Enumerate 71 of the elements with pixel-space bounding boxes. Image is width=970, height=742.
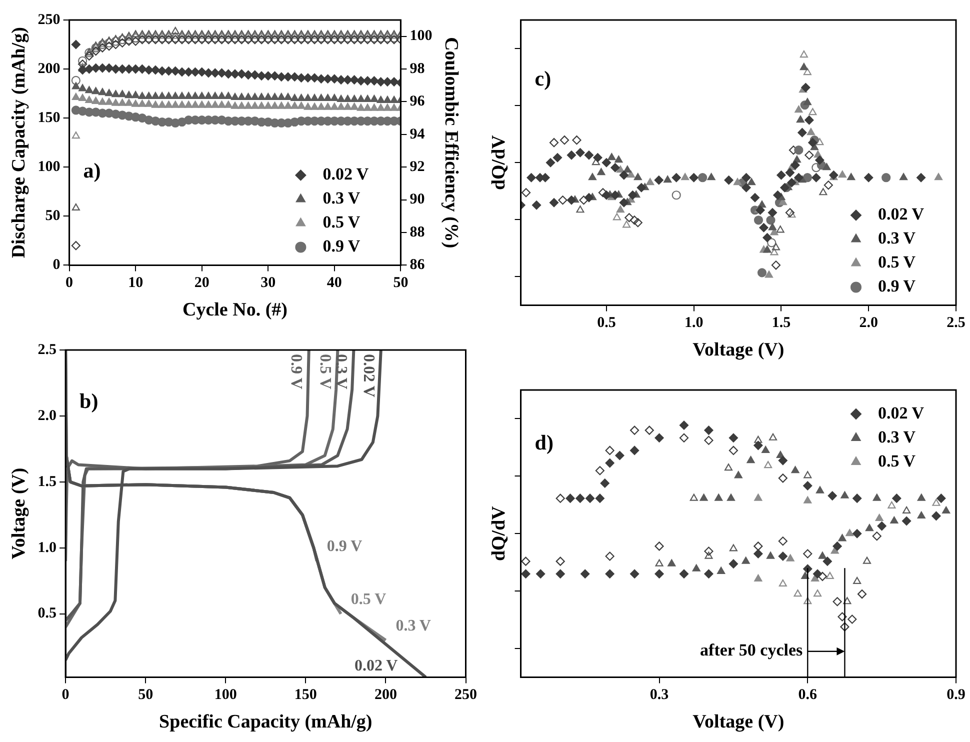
y-axis-title: Voltage (V) (8, 468, 30, 560)
x-tick-label: 20 (194, 275, 210, 292)
x-tick-label: 1.0 (684, 315, 704, 332)
x-tick-label: 40 (326, 275, 342, 292)
x-tick-label: 30 (260, 275, 276, 292)
y-tick-label: 2.5 (38, 342, 57, 358)
text: 0.9 V (288, 354, 305, 390)
legend-label: 0.5 V (322, 212, 361, 232)
y2-tick-label: 94 (410, 126, 426, 142)
legend-label: 0.3 V (878, 427, 916, 446)
x-tick-label: 150 (294, 687, 317, 704)
x-tick-label: 50 (138, 687, 154, 704)
y2-tick-label: 88 (410, 224, 425, 240)
legend-label: 0.9 V (878, 276, 916, 296)
y-axis-title: dQ/dV (488, 506, 510, 562)
x-tick-label: 100 (214, 687, 237, 704)
y2-tick-label: 100 (410, 28, 432, 44)
y-tick-label: 50 (45, 208, 60, 224)
x-tick-label: 200 (374, 687, 397, 704)
x-axis-title: Voltage (V) (692, 712, 784, 733)
y-tick-label: 100 (38, 158, 60, 175)
series-label: 0.3 V (396, 617, 432, 634)
y2-axis-title: Coulombic Efficiency (%) (440, 37, 462, 248)
y-tick-label: 0.5 (38, 606, 57, 622)
annotation: after 50 cycles (700, 640, 804, 660)
x-axis-title: Specific Capacity (mAh/g) (159, 712, 372, 733)
legend-label: 0.5 V (878, 451, 916, 470)
x-tick-label: 0.9 (946, 687, 966, 704)
annotation: c) (534, 66, 552, 90)
y-tick-label: 250 (38, 12, 60, 28)
legend-label: 0.9 V (322, 236, 361, 256)
x-tick-label: 0.3 (650, 687, 669, 704)
legend-label: 0.02 V (878, 403, 925, 422)
y2-tick-label: 96 (410, 94, 426, 110)
y-axis-title: dQ/dV (488, 134, 510, 190)
series-label: 0.02 V (354, 657, 398, 674)
y-tick-label: 1.0 (38, 540, 57, 556)
y2-tick-label: 86 (410, 257, 426, 274)
annotation: a) (83, 158, 101, 182)
x-tick-label: 0 (66, 275, 74, 292)
y2-tick-label: 92 (410, 158, 425, 175)
y-tick-label: 150 (38, 110, 60, 126)
x-tick-label: 10 (128, 275, 144, 292)
legend-label: 0.02 V (322, 164, 370, 184)
legend-label: 0.5 V (878, 252, 916, 272)
legend-label: 0.02 V (878, 204, 925, 224)
x-tick-label: 0.5 (597, 315, 616, 332)
y-tick-label: 1.5 (38, 474, 57, 490)
text: 0.5 V (316, 354, 334, 390)
x-tick-label: 1.5 (772, 315, 791, 332)
legend-label: 0.3 V (322, 188, 361, 208)
x-tick-label: 2.5 (946, 315, 966, 332)
series-label: 0.9 V (326, 538, 363, 556)
x-tick-label: 2.0 (859, 315, 878, 332)
text: 0.02 V (360, 354, 377, 398)
y-axis-title: Discharge Capacity (mAh/g) (8, 27, 30, 258)
y2-tick-label: 90 (410, 192, 425, 208)
x-axis-title: Cycle No. (#) (182, 300, 288, 321)
y-tick-label: 0 (52, 257, 60, 274)
y-tick-label: 200 (38, 60, 60, 77)
annotation: b) (80, 389, 98, 414)
series-label: 0.5 V (350, 591, 387, 608)
x-tick-label: 250 (454, 687, 477, 704)
y2-tick-label: 98 (410, 60, 425, 77)
x-axis-title: Voltage (V) (692, 340, 784, 361)
annotation: d) (534, 430, 554, 455)
x-tick-label: 0.6 (798, 687, 818, 704)
y-tick-label: 2.0 (38, 408, 57, 424)
legend-label: 0.3 V (878, 228, 916, 248)
x-tick-label: 50 (393, 275, 408, 292)
text: 0.3 V (332, 354, 350, 390)
